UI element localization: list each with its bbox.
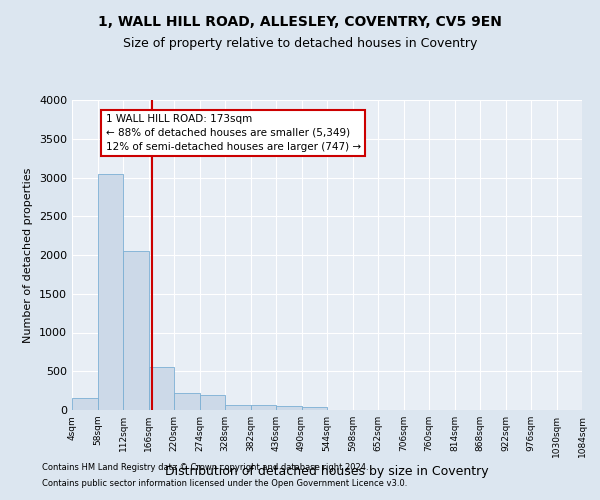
- Bar: [302, 406, 327, 410]
- Bar: [251, 405, 276, 410]
- Bar: [123, 251, 149, 410]
- X-axis label: Distribution of detached houses by size in Coventry: Distribution of detached houses by size …: [165, 466, 489, 478]
- Text: Contains HM Land Registry data © Crown copyright and database right 2024.: Contains HM Land Registry data © Crown c…: [42, 464, 368, 472]
- Bar: [149, 368, 174, 410]
- Bar: [97, 174, 123, 410]
- Text: 1, WALL HILL ROAD, ALLESLEY, COVENTRY, CV5 9EN: 1, WALL HILL ROAD, ALLESLEY, COVENTRY, C…: [98, 15, 502, 29]
- Text: 1 WALL HILL ROAD: 173sqm
← 88% of detached houses are smaller (5,349)
12% of sem: 1 WALL HILL ROAD: 173sqm ← 88% of detach…: [106, 114, 361, 152]
- Bar: [225, 404, 251, 410]
- Y-axis label: Number of detached properties: Number of detached properties: [23, 168, 34, 342]
- Bar: [174, 393, 199, 410]
- Bar: [276, 406, 302, 410]
- Bar: [72, 398, 97, 410]
- Text: Contains public sector information licensed under the Open Government Licence v3: Contains public sector information licen…: [42, 478, 407, 488]
- Bar: [200, 394, 225, 410]
- Text: Size of property relative to detached houses in Coventry: Size of property relative to detached ho…: [123, 38, 477, 51]
